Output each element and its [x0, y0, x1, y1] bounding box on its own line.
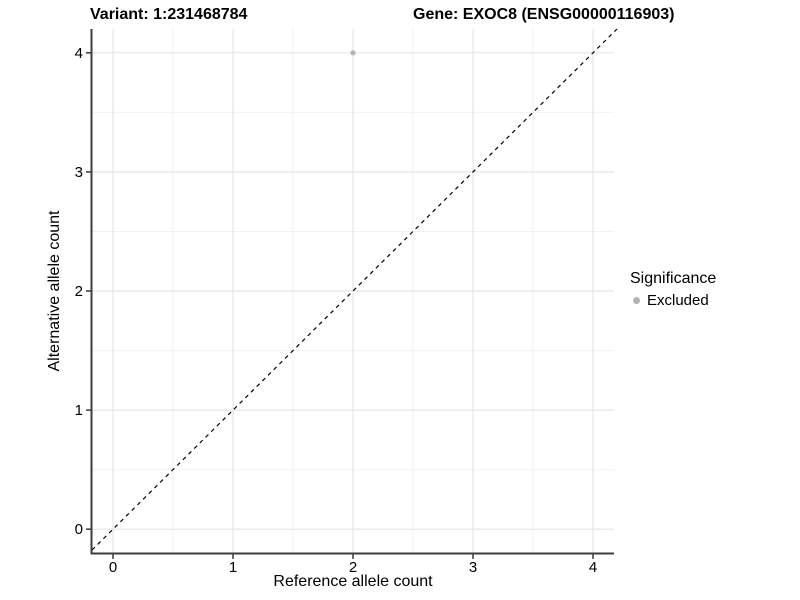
- variant-title: Variant: 1:231468784: [90, 6, 248, 23]
- x-tick-label: 3: [469, 559, 477, 576]
- x-axis-title: Reference allele count: [273, 573, 433, 590]
- excluded-point-icon: [633, 297, 640, 304]
- y-tick-label: 1: [75, 402, 83, 419]
- y-tick-label: 3: [75, 164, 83, 181]
- x-tick-label: 0: [109, 559, 117, 576]
- y-tick-label: 4: [75, 45, 83, 62]
- legend: Significance Excluded: [630, 269, 716, 309]
- x-tick-label: 1: [229, 559, 237, 576]
- legend-item-excluded: Excluded: [630, 292, 716, 309]
- x-tick-label: 4: [589, 559, 597, 576]
- gene-title: Gene: EXOC8 (ENSG00000116903): [413, 6, 675, 23]
- legend-item-label: Excluded: [647, 292, 709, 309]
- y-axis-title: Alternative allele count: [46, 210, 63, 372]
- y-tick-label: 0: [75, 521, 83, 538]
- data-point: [350, 50, 356, 56]
- y-tick-label: 2: [75, 283, 83, 300]
- identity-line: [91, 28, 618, 551]
- legend-title: Significance: [630, 270, 717, 287]
- x-tick-label: 2: [349, 559, 357, 576]
